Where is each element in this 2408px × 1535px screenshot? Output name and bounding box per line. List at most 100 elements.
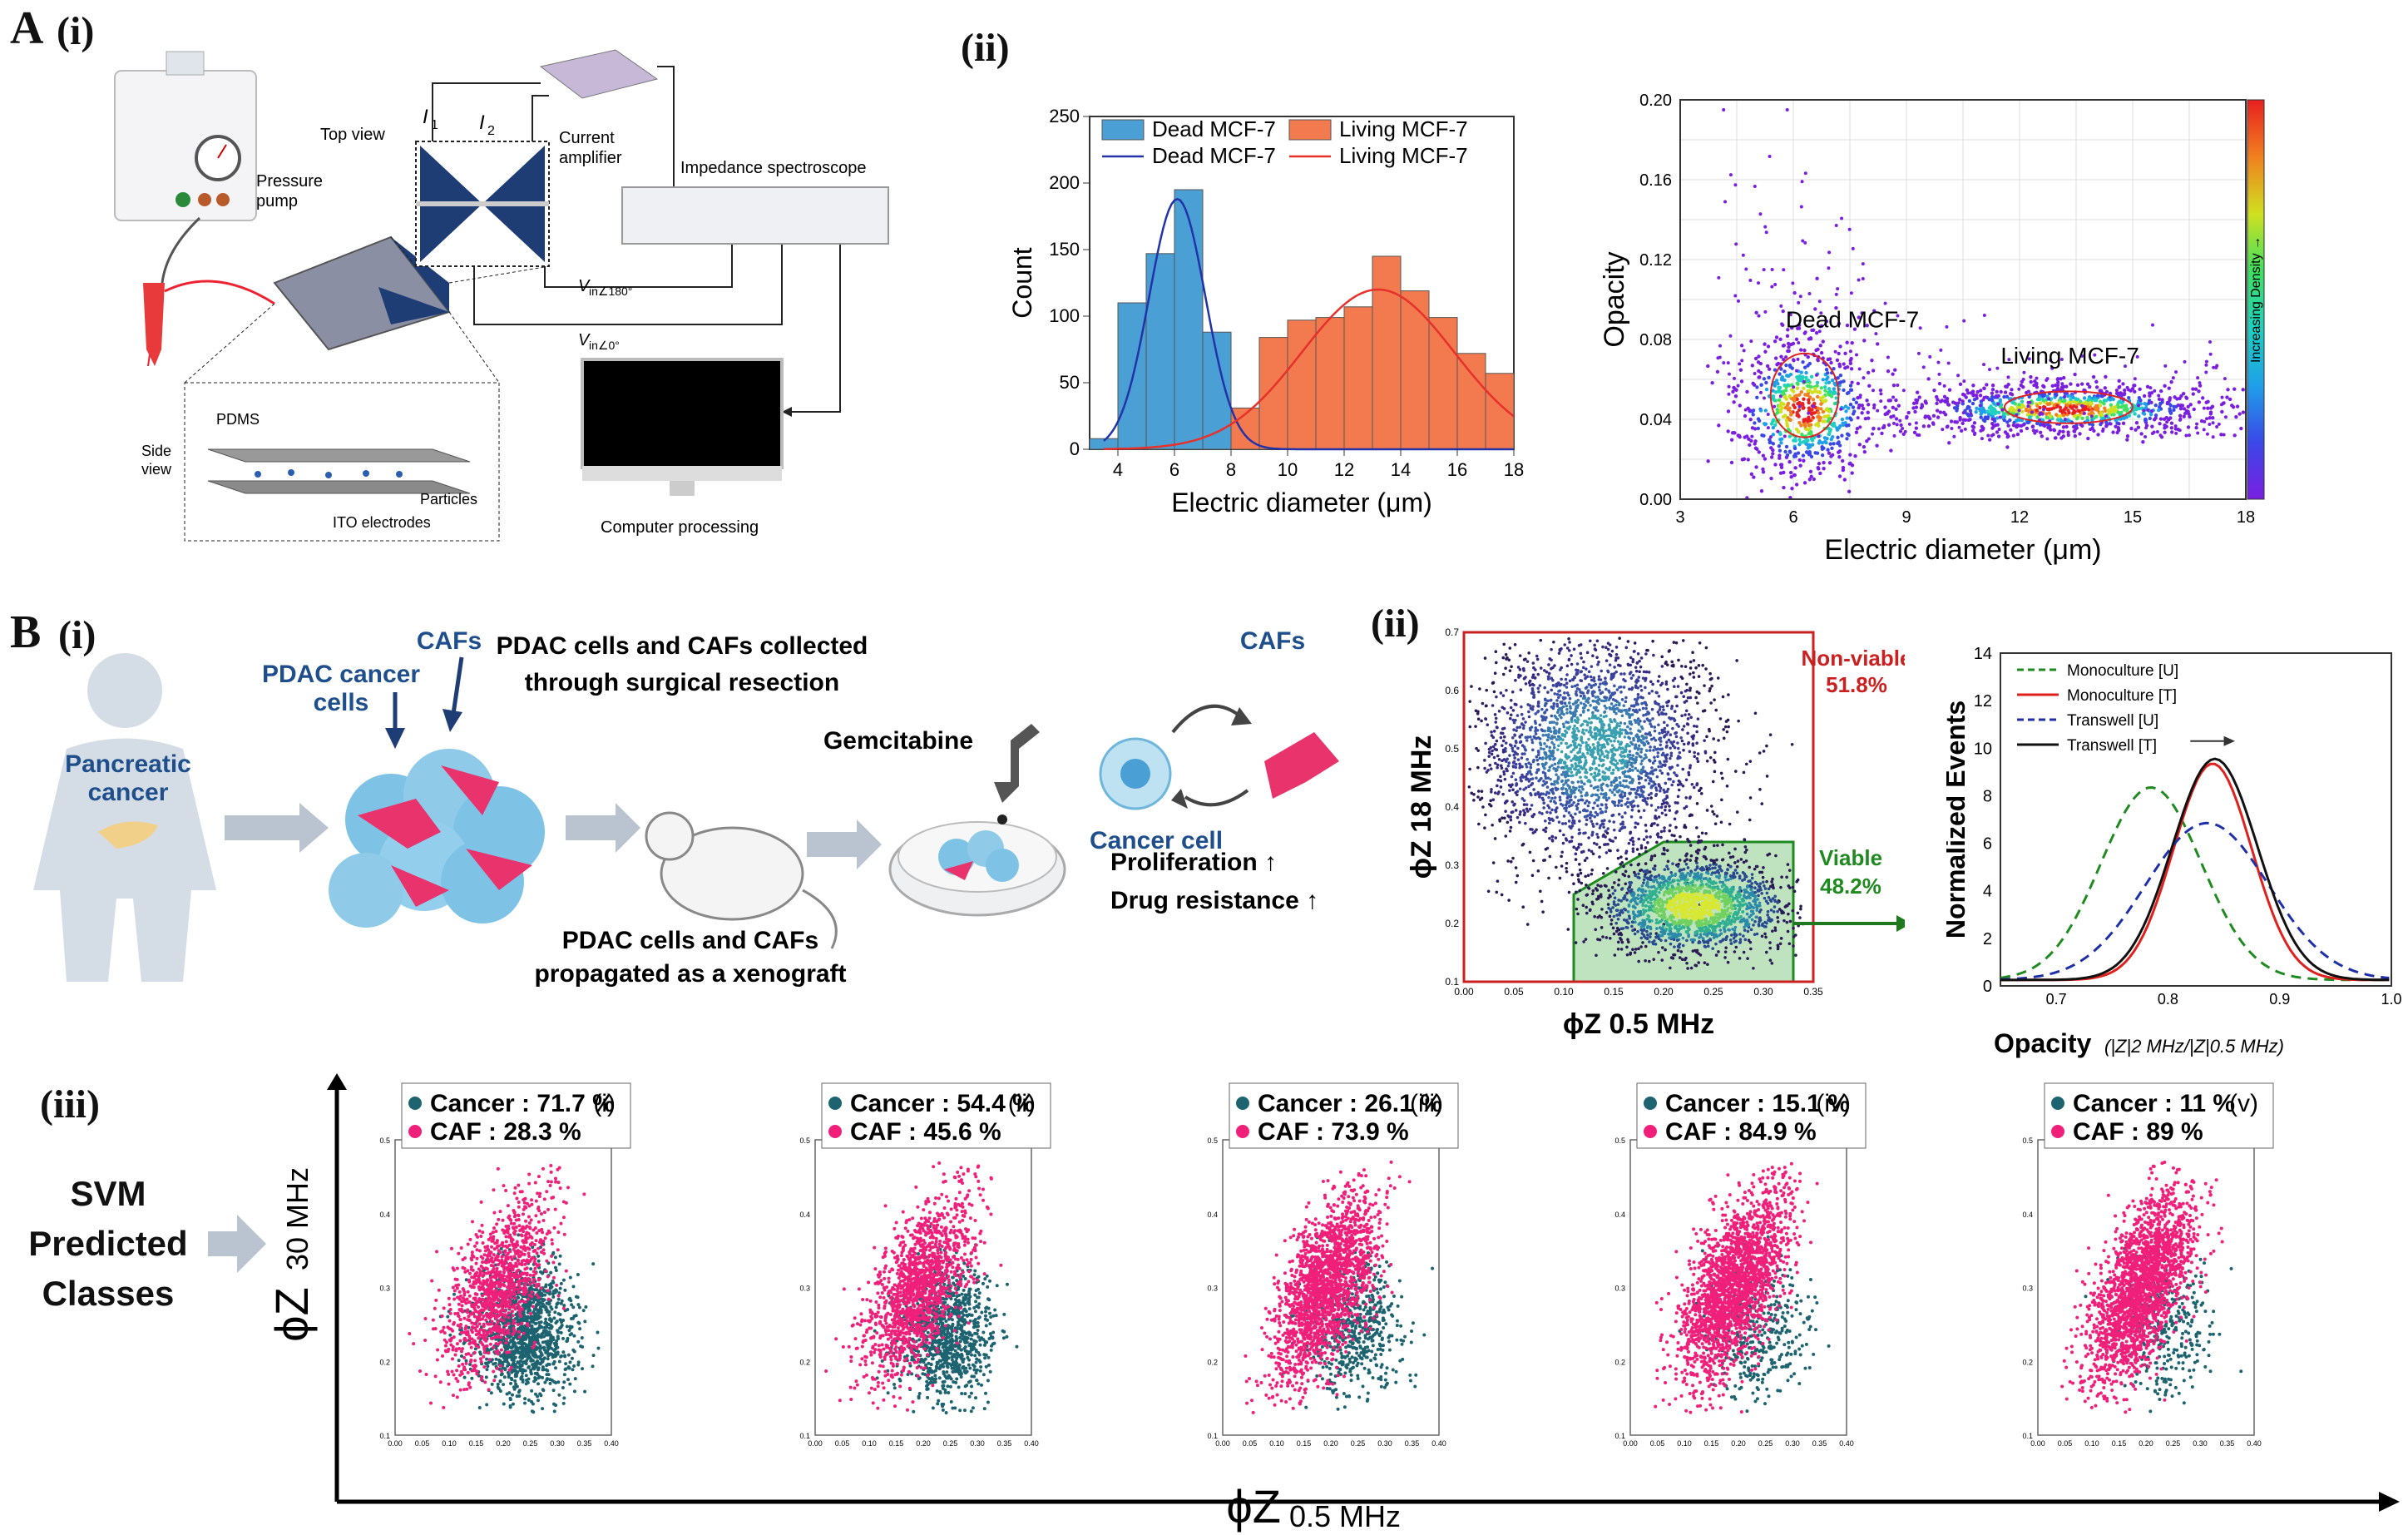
scatter-point [1641,904,1644,908]
scatter-point [1916,433,1920,437]
scatter-point [1553,796,1557,800]
scatter-point [1807,432,1811,436]
scatter-point [1549,777,1552,781]
scatter-point [2086,397,2091,402]
scatter-point [2219,403,2223,407]
scatter-point [1486,723,1490,726]
scatter-point [1548,757,1552,761]
scatter-point [1595,700,1598,703]
scatter-point [1628,760,1631,764]
scatter-point [1822,419,1827,423]
scatter-point [1605,775,1608,780]
scatter-point [1938,410,1943,414]
scatter-point [2073,433,2077,438]
pressure-pump-icon [114,51,257,221]
scatter-point [1585,723,1590,727]
scatter-point [1778,337,1783,342]
scatter-point [1663,726,1667,730]
scatter-point [1769,455,1774,459]
scatter-point [1533,676,1537,680]
scatter-point [1527,785,1530,789]
scatter-point [1625,891,1629,895]
scatter-point [1610,761,1614,765]
scatter-point [1803,393,1807,397]
scatter-point [1848,402,1853,407]
scatter-point [2157,394,2161,398]
scatter-point [1550,839,1555,843]
scatter-point [1855,427,1860,431]
scatter-point [1837,321,1842,326]
scatter-point [1733,376,1737,380]
scatter-point [1867,416,1871,420]
scatter-point [1979,412,1983,416]
scatter-point [1721,695,1725,699]
scatter-point [1592,760,1595,764]
scatter-point [1604,729,1608,733]
scatter-point [1529,765,1533,770]
scatter-point [1779,378,1784,382]
scatter-point [1624,700,1628,704]
scatter-point [1970,389,1975,394]
scatter-point [1518,787,1522,790]
scatter-point [1580,737,1583,741]
scatter-point [1576,770,1580,773]
scatter-point [1553,714,1557,718]
scatter-point [1514,678,1517,682]
scatter-point [1587,730,1591,734]
scatter-point [1642,838,1646,841]
scatter-point [1848,384,1853,388]
scatter-point [1778,394,1783,399]
scatter-point [1791,341,1796,346]
scatter-point [1670,909,1674,913]
scatter-point [1656,747,1660,750]
scatter-point [1544,776,1548,780]
scatter-point [1628,780,1632,785]
scatter-point [2132,384,2136,388]
scatter-point [1782,485,1786,490]
scatter-point [1644,652,1648,656]
scatter-point [1942,384,1946,388]
scatter-point [1856,395,1860,400]
scatter-point [2158,433,2163,438]
scatter-point [1599,682,1602,686]
scatter-point [1539,793,1542,796]
scatter-point [1689,660,1693,664]
scatter-point [1526,703,1530,706]
scatter-point [1945,324,1949,329]
scatter-point [1575,683,1580,687]
scatter-point [1857,443,1862,447]
scatter-point [1738,362,1742,366]
scatter-point [1593,815,1596,819]
scatter-point [1524,775,1528,779]
scatter-point [1572,821,1576,825]
scatter-point [1660,655,1664,659]
scatter-point [1676,795,1680,799]
scatter-point [1608,788,1612,792]
scatter-point [1914,421,1918,425]
scatter-point [1768,154,1772,158]
scatter-point [2115,421,2119,425]
scatter-point [1644,706,1648,711]
scatter-point [1518,735,1522,738]
scatter-point [2025,426,2030,431]
scatter-point [1560,850,1564,854]
scatter-point [1524,786,1528,790]
scatter-point [1727,725,1730,729]
scatter-point [1577,843,1581,846]
scatter-point [1757,281,1761,285]
scatter-point [1807,406,1812,410]
scatter-point [1520,756,1524,760]
scatter-point [1515,784,1518,787]
scatter-point [1493,742,1497,746]
scatter-point [1524,821,1527,825]
scatter-point [1591,889,1595,893]
scatter-point [1680,714,1684,718]
scatter-point [1653,854,1657,858]
scatter-point [1817,462,1822,466]
scatter-point [1521,775,1525,779]
scatter-point [1758,409,1763,413]
scatter-point [1506,711,1510,715]
scatter-point [1838,373,1843,378]
scatter-point [1942,394,1947,399]
scatter-point [1915,401,1919,405]
